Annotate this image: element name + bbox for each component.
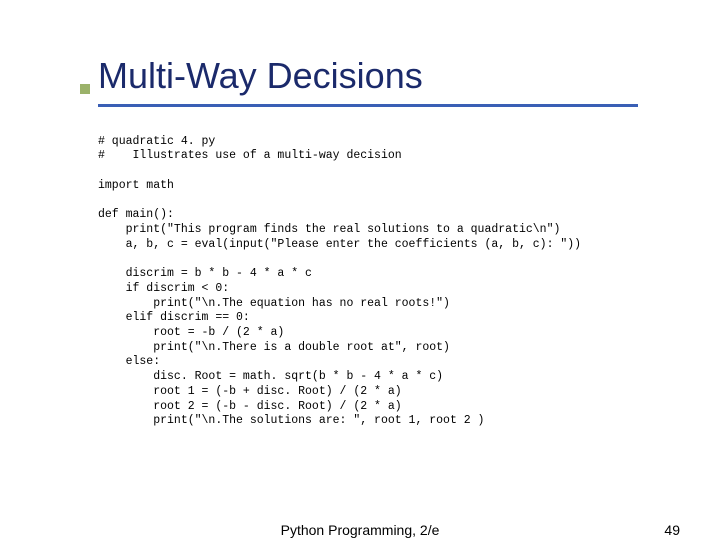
title-bullet bbox=[80, 84, 90, 94]
footer-page-number: 49 bbox=[664, 522, 680, 538]
slide-title: Multi-Way Decisions bbox=[98, 56, 686, 96]
slide-container: Multi-Way Decisions # quadratic 4. py # … bbox=[0, 0, 720, 540]
footer-booktitle: Python Programming, 2/e bbox=[281, 522, 440, 538]
code-listing: # quadratic 4. py # Illustrates use of a… bbox=[98, 135, 686, 429]
title-underline bbox=[98, 104, 638, 107]
title-block: Multi-Way Decisions bbox=[98, 56, 686, 107]
